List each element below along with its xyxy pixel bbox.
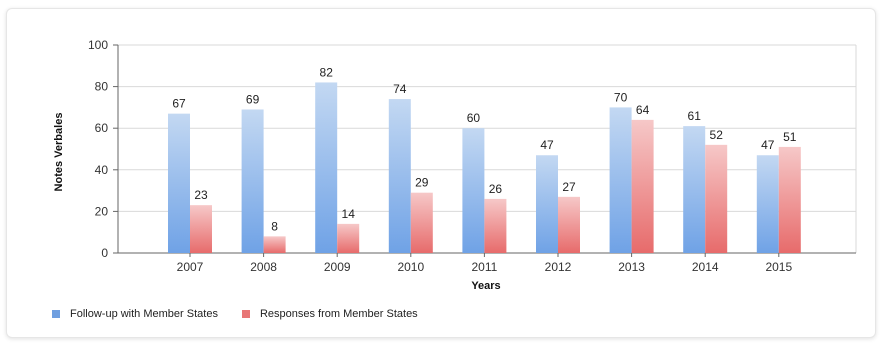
x-tick-label: 2008 <box>250 260 277 274</box>
x-tick-label: 2015 <box>765 260 792 274</box>
bar-responses <box>631 119 654 253</box>
bar-follow-up <box>683 126 706 253</box>
bar-responses <box>778 146 801 253</box>
data-label: 47 <box>540 138 554 152</box>
data-label: 52 <box>710 128 724 142</box>
bar-follow-up <box>462 128 485 253</box>
y-tick-label: 40 <box>95 163 109 177</box>
legend-swatch-red <box>241 310 250 318</box>
data-labels: 67 23 69 8 82 14 74 29 60 26 47 27 70 64 61 52 47 51 <box>172 65 796 233</box>
data-label: 70 <box>614 90 628 104</box>
bar-responses <box>337 223 360 253</box>
bar-follow-up <box>536 155 558 253</box>
y-axis-title: Notes Verbales <box>53 113 65 192</box>
data-label: 82 <box>320 65 334 79</box>
bar-responses <box>190 205 212 253</box>
y-tick-label: 60 <box>95 121 109 135</box>
bar-responses <box>263 236 286 253</box>
x-tick-label: 2009 <box>324 260 351 274</box>
bar-responses <box>484 198 507 253</box>
x-tick-label: 2007 <box>177 260 204 274</box>
data-label: 26 <box>489 182 503 196</box>
data-label: 60 <box>467 111 481 125</box>
data-label: 27 <box>562 180 576 194</box>
bars <box>168 82 801 254</box>
data-label: 64 <box>636 103 650 117</box>
y-tick-label: 80 <box>95 80 109 94</box>
data-label: 29 <box>415 176 429 190</box>
data-label: 47 <box>761 138 775 152</box>
bar-follow-up <box>388 99 411 253</box>
y-tick-label: 20 <box>95 204 109 218</box>
bar-follow-up <box>609 107 632 254</box>
data-label: 67 <box>172 97 186 111</box>
bar-follow-up <box>756 155 779 253</box>
bar-follow-up <box>241 109 264 253</box>
legend-label: Responses from Member States <box>259 308 418 320</box>
x-axis-title: Years <box>471 280 500 292</box>
bar-responses <box>705 144 728 253</box>
bar-responses <box>410 192 433 253</box>
data-label: 69 <box>246 92 260 106</box>
legend-swatch-blue <box>52 310 60 318</box>
bar-responses <box>558 196 580 253</box>
legend-item-responses[interactable]: Responses from Member States <box>241 308 418 320</box>
x-tick-label: 2011 <box>471 260 497 274</box>
x-tick-label: 2013 <box>618 260 645 274</box>
data-label: 8 <box>271 219 278 233</box>
data-label: 61 <box>688 109 702 123</box>
legend: Follow-up with Member States Responses f… <box>52 308 442 320</box>
x-tick-label: 2012 <box>545 260 572 274</box>
y-tick-label: 0 <box>101 246 108 260</box>
data-label: 51 <box>783 130 797 144</box>
gridlines <box>118 44 857 253</box>
x-tick-label: 2010 <box>397 260 424 274</box>
data-label: 74 <box>393 82 407 96</box>
data-label: 23 <box>194 188 208 202</box>
bar-follow-up <box>168 113 190 253</box>
y-tick-label: 100 <box>88 38 108 52</box>
chart-card <box>6 8 876 338</box>
legend-item-follow-up[interactable]: Follow-up with Member States <box>52 308 218 320</box>
x-tick-label: 2014 <box>692 260 719 274</box>
bar-follow-up <box>315 82 338 253</box>
legend-label: Follow-up with Member States <box>70 308 218 320</box>
data-label: 14 <box>342 207 356 221</box>
